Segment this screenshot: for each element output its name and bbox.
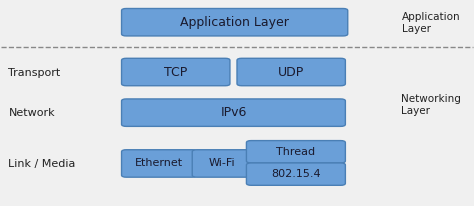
FancyBboxPatch shape: [246, 163, 346, 185]
Text: Transport: Transport: [9, 68, 61, 77]
Text: 802.15.4: 802.15.4: [271, 169, 321, 179]
Text: Networking
Layer: Networking Layer: [401, 94, 461, 116]
Text: Application
Layer: Application Layer: [402, 12, 461, 34]
FancyBboxPatch shape: [121, 150, 197, 177]
Text: Link / Media: Link / Media: [9, 159, 76, 169]
FancyBboxPatch shape: [237, 58, 346, 86]
Text: Ethernet: Ethernet: [135, 158, 183, 169]
FancyBboxPatch shape: [121, 99, 346, 126]
FancyBboxPatch shape: [246, 141, 346, 163]
FancyBboxPatch shape: [121, 58, 230, 86]
Text: Application Layer: Application Layer: [180, 16, 289, 29]
FancyBboxPatch shape: [121, 8, 348, 36]
FancyBboxPatch shape: [192, 150, 251, 177]
Text: IPv6: IPv6: [220, 106, 246, 119]
Text: TCP: TCP: [164, 66, 187, 78]
Text: UDP: UDP: [278, 66, 304, 78]
Text: Wi-Fi: Wi-Fi: [209, 158, 235, 169]
Text: Thread: Thread: [276, 147, 316, 157]
Text: Network: Network: [9, 108, 55, 118]
